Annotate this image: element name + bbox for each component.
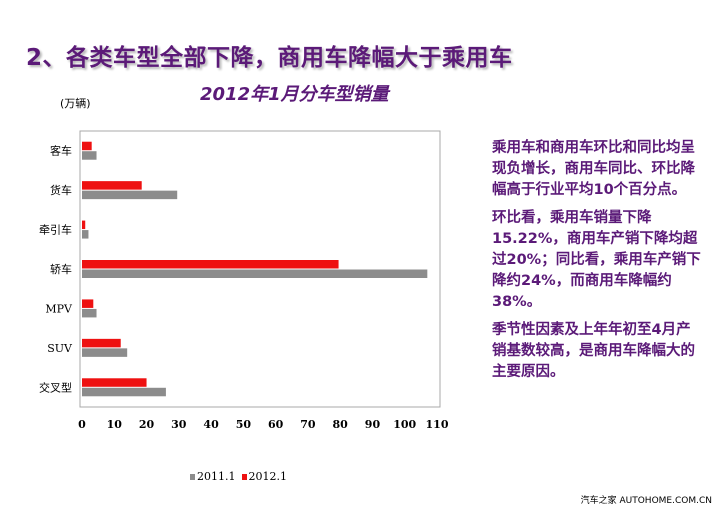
legend-item-2012: 2012.1 — [241, 470, 288, 483]
plot-area-frame — [79, 130, 441, 408]
bar-2011.1-6 — [82, 387, 166, 397]
bar-2012.1-2 — [82, 220, 86, 230]
category-label: 交叉型 — [39, 380, 72, 394]
bar-2012.1-3 — [82, 260, 339, 269]
x-tick-label: 80 — [333, 418, 349, 431]
x-tick-label: 50 — [236, 418, 252, 431]
bar-2011.1-5 — [82, 348, 128, 357]
category-label: MPV — [45, 302, 73, 315]
legend-label-2011: 2011.1 — [197, 470, 236, 483]
x-tick-label: 60 — [268, 418, 284, 431]
bar-2011.1-0 — [82, 151, 97, 160]
bar-2012.1-5 — [82, 338, 121, 348]
chart-title: 2012年1月分车型销量 — [200, 84, 389, 105]
legend-label-2012: 2012.1 — [248, 470, 288, 483]
legend-swatch-2011 — [190, 473, 195, 480]
commentary-paragraph-2: 环比看，乘用车销量下降15.22%，商用车产销下降均超过20%；同比看，乘用车产… — [492, 210, 701, 310]
watermark-text: 汽车之家 AUTOHOME.COM.CN — [580, 496, 712, 506]
chart-legend: 2011.1 2012.1 — [190, 470, 287, 483]
commentary-paragraph-1: 乘用车和商用车环比和同比均呈现负增长，商用车同比、环比降幅高于行业平均10个百分… — [492, 140, 695, 198]
x-tick-label: 90 — [365, 418, 381, 431]
legend-swatch-2012 — [241, 473, 247, 480]
legend-item-2011: 2011.1 — [190, 470, 236, 483]
commentary-text: 乘用车和商用车环比和同比均呈现负增长，商用车同比、环比降幅高于行业平均10个百分… — [492, 138, 704, 390]
slide-title: 2、各类车型全部下降，商用车降幅大于乘用车 — [26, 45, 513, 71]
bar-2011.1-3 — [82, 269, 428, 278]
category-label: 牵引车 — [39, 223, 72, 237]
bar-2011.1-4 — [82, 308, 97, 318]
bar-2011.1-1 — [82, 190, 178, 200]
bar-2012.1-1 — [82, 181, 142, 190]
bar-2011.1-2 — [82, 230, 89, 239]
bar-2012.1-6 — [82, 378, 147, 387]
x-tick-label: 100 — [393, 418, 416, 431]
x-tick-label: 30 — [171, 418, 187, 431]
category-label: 轿车 — [50, 262, 72, 276]
x-tick-label: 10 — [107, 418, 123, 431]
x-tick-label: 70 — [300, 418, 316, 431]
category-label: 货车 — [50, 183, 72, 197]
unit-label: (万辆) — [60, 97, 91, 110]
commentary-paragraph-3: 季节性因素及上年年初至4月产销基数较高，是商用车降幅大的主要原因。 — [492, 322, 695, 380]
x-tick-label: 110 — [426, 418, 449, 431]
bar-2012.1-0 — [82, 141, 92, 151]
x-tick-label: 0 — [78, 418, 86, 431]
category-label: SUV — [47, 342, 73, 355]
category-label: 客车 — [50, 144, 72, 158]
x-tick-label: 40 — [203, 418, 219, 431]
x-tick-label: 20 — [139, 418, 155, 431]
bar-2012.1-4 — [82, 299, 94, 308]
